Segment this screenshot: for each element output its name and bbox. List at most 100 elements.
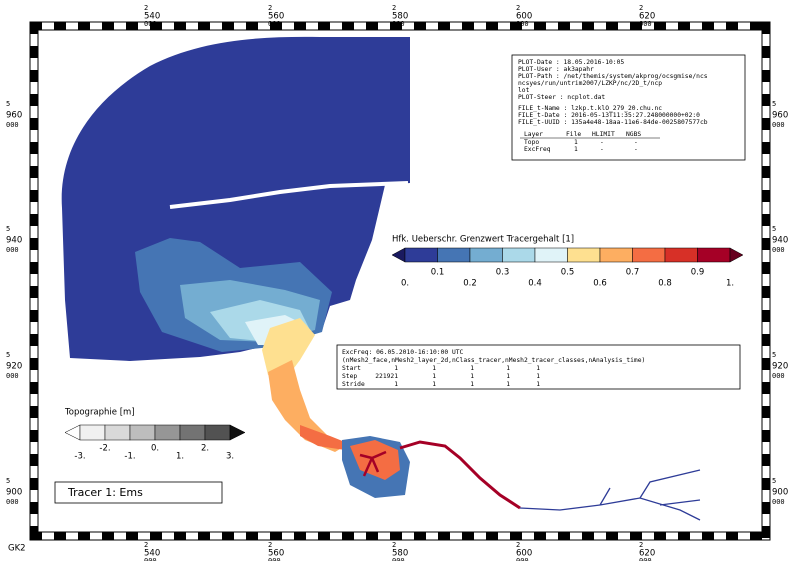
table-cell: - (600, 139, 604, 146)
table-header: Layer (524, 131, 543, 138)
legend-label: -2. (99, 444, 110, 454)
info-line: lot (518, 87, 530, 94)
x-grid-label-top: 2 (639, 4, 643, 12)
exc-cell: 1 (470, 365, 474, 372)
x-grid-label: 600 (516, 12, 532, 22)
x-grid-label-top: 2 (144, 4, 148, 12)
legend-swatch (129, 424, 156, 441)
legend-label: 3. (226, 452, 234, 462)
legend-swatch (534, 247, 568, 263)
y-grid-label: 940 (772, 236, 788, 246)
legend-label: 0. (151, 444, 159, 454)
exc-cell: 1 (536, 373, 540, 380)
x-grid-label-top: 2 (392, 541, 396, 549)
x-grid-label: 620 (639, 549, 655, 559)
info-line: PLOT-Steer : ncplot.dat (518, 94, 605, 101)
tracer-title-box (54, 481, 223, 504)
legend-label: 0.3 (496, 268, 510, 278)
x-grid-label-top: 2 (268, 541, 272, 549)
info-box (511, 54, 746, 161)
exc-cell: 1 (394, 365, 398, 372)
exc-cell: 1 (536, 365, 540, 372)
x-grid-label-bottom: 000 (516, 20, 529, 28)
y-grid-label-top: 5 (6, 100, 10, 108)
legend-label: -3. (74, 452, 85, 462)
info-line: FILE_t-Date : 2016-05-13T11:35:27.248000… (518, 112, 700, 119)
x-grid-label-top: 2 (392, 4, 396, 12)
exc-cell: 1 (432, 373, 436, 380)
crs-label: GK2 (8, 544, 26, 554)
legend-swatch (469, 247, 503, 263)
x-grid-label: 560 (268, 12, 284, 22)
frame-border (30, 22, 770, 540)
legend-swatch (404, 247, 438, 263)
table-cell: - (634, 139, 638, 146)
table-cell: 1 (574, 139, 578, 146)
y-grid-label-bottom: 000 (6, 372, 19, 380)
x-grid-label-bottom: 000 (516, 557, 529, 561)
legend-label: 0.1 (431, 268, 445, 278)
table-cell: Topo (524, 139, 539, 146)
exc-cell: 1 (394, 381, 398, 388)
x-grid-label: 540 (144, 549, 160, 559)
exc-box (336, 344, 741, 390)
x-grid-label-top: 2 (144, 541, 148, 549)
table-header: File (566, 131, 581, 138)
table-cell: 1 (574, 146, 578, 153)
table-cell: ExcFreq (524, 146, 551, 153)
exc-cell: Start (342, 365, 361, 372)
legend-label: 0.5 (561, 268, 575, 278)
legend-swatch (179, 424, 206, 441)
x-grid-label-bottom: 000 (639, 20, 652, 28)
exc-cell: 1 (506, 381, 510, 388)
legend-swatch (437, 247, 471, 263)
y-grid-label-top: 5 (6, 225, 10, 233)
x-grid-label-bottom: 000 (144, 20, 157, 28)
y-grid-label: 900 (772, 488, 788, 498)
x-grid-label-bottom: 000 (268, 20, 281, 28)
exc-text: ExcFreq: 06.05.2010-16:10:00 UTC(nMesh2_… (342, 349, 645, 388)
info-line: FILE_t-Name : lzkp.t.klO_279_20.chu.nc (518, 105, 662, 112)
legend-swatch (599, 247, 633, 263)
x-grid-label-bottom: 000 (268, 557, 281, 561)
topo-legend: -3. -2. -1. 0. 1. 2. 3. (64, 424, 246, 462)
legend-label: 1. (726, 279, 734, 289)
y-grid-label-top: 5 (772, 351, 776, 359)
x-grid-label-top: 2 (268, 4, 272, 12)
legend-label: 2. (201, 444, 209, 454)
table-cell: - (634, 146, 638, 153)
table-header: HLIMIT (592, 131, 615, 138)
exc-cell: 221921 (375, 373, 398, 380)
table-cell: - (600, 146, 604, 153)
y-grid-label: 900 (6, 488, 22, 498)
y-grid-label: 960 (6, 111, 22, 121)
info-line: ncsyes/run/untrim2007/LZKP/nc/2D_t/ncp (518, 80, 662, 87)
y-grid-label-top: 5 (6, 351, 10, 359)
y-grid-label: 920 (772, 362, 788, 372)
table-header: NGBS (626, 131, 641, 138)
x-grid-label-top: 2 (516, 4, 520, 12)
x-grid-label: 600 (516, 549, 532, 559)
x-grid-label: 540 (144, 12, 160, 22)
x-grid-label: 560 (268, 549, 284, 559)
topo-legend-title: Topographie [m] (64, 408, 135, 418)
legend-label: 1. (176, 452, 184, 462)
legend-arrow (229, 424, 246, 441)
legend-label: 0.8 (658, 279, 672, 289)
exc-cell: 1 (506, 373, 510, 380)
legend-label: 0. (401, 279, 409, 289)
exc-cell: Stride (342, 381, 365, 388)
legend-swatch (79, 424, 106, 441)
exc-cell: 1 (432, 381, 436, 388)
info-line: PLOT-Path : /net/themis/system/akprog/oc… (518, 73, 708, 80)
y-grid-label-bottom: 000 (6, 246, 19, 254)
y-grid-label-bottom: 000 (772, 498, 785, 506)
info-line: FILE_t-UUID : 135a4e48-18aa-11e6-84de-00… (518, 119, 708, 126)
x-grid-label-bottom: 000 (639, 557, 652, 561)
y-grid-label-top: 5 (772, 225, 776, 233)
y-grid-label-top: 5 (6, 477, 10, 485)
legend-swatch (697, 247, 731, 263)
exc-cell: 1 (432, 365, 436, 372)
